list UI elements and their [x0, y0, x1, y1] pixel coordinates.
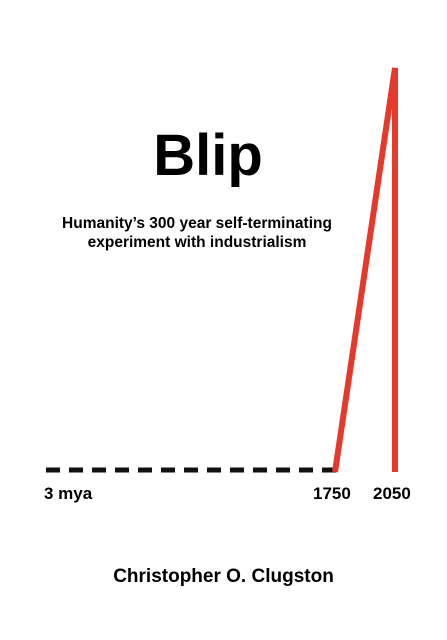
author-name: Christopher O. Clugston [113, 566, 334, 587]
timeline-start-label: 3 mya [44, 484, 93, 503]
book-subtitle: Humanity’s 300 year self-terminating exp… [0, 214, 394, 252]
subtitle-line-2: experiment with industrialism [87, 234, 307, 251]
timeline-1750-label: 1750 [313, 484, 351, 503]
book-title: Blip [153, 123, 263, 188]
industrial-blip-spike [332, 67, 398, 473]
timeline-2050-label: 2050 [373, 484, 411, 503]
subtitle-line-1: Humanity’s 300 year self-terminating [62, 215, 332, 232]
